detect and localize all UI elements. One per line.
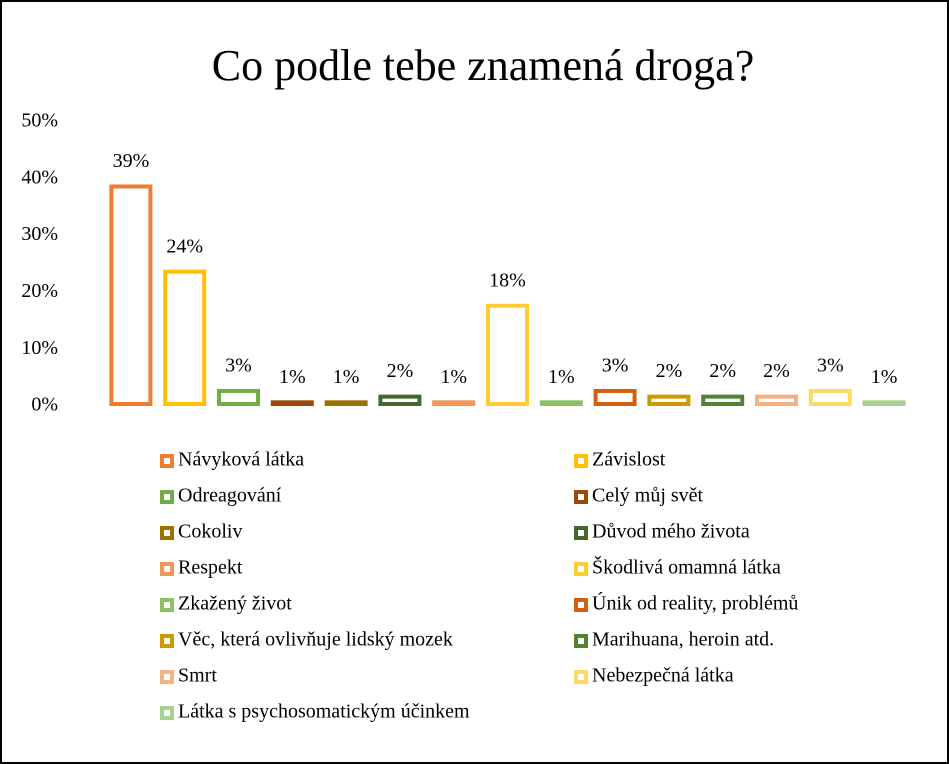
bar: [862, 400, 906, 407]
bar: [270, 400, 314, 407]
legend-label: Marihuana, heroin atd.: [592, 629, 774, 651]
legend-label: Škodlivá omamná látka: [592, 555, 781, 579]
chart-title: Co podle tebe znamená droga?: [212, 41, 754, 90]
legend-label: Cokoliv: [178, 521, 242, 543]
data-label: 24%: [166, 235, 203, 257]
legend-marker: [574, 598, 588, 612]
bar: [701, 394, 745, 407]
bar: [324, 400, 368, 407]
legend-label: Odreagování: [178, 485, 282, 507]
legend-label: Únik od reality, problémů: [592, 591, 798, 615]
legend-marker: [574, 562, 588, 576]
data-label: 3%: [817, 355, 844, 377]
legend-marker: [160, 454, 174, 468]
legend-label: Návyková látka: [178, 449, 304, 471]
legend-marker: [160, 670, 174, 684]
y-tick-label: 20%: [21, 280, 58, 302]
bar: [647, 394, 691, 407]
legend-label: Důvod mého života: [592, 521, 750, 543]
data-label: 3%: [225, 355, 252, 377]
data-label: 2%: [656, 360, 683, 382]
bar: [593, 388, 637, 406]
data-label: 1%: [548, 366, 575, 388]
legend-label: Zkažený život: [178, 593, 292, 615]
bar: [378, 394, 422, 407]
legend-label: Nebezpečná látka: [592, 665, 734, 687]
bar: [109, 184, 153, 406]
legend-marker: [574, 454, 588, 468]
data-label: 39%: [113, 150, 150, 172]
legend-label: Celý můj svět: [592, 485, 704, 507]
data-label: 18%: [489, 269, 526, 291]
legend-marker: [160, 562, 174, 576]
legend-marker: [574, 670, 588, 684]
y-tick-label: 0%: [31, 394, 58, 416]
bar: [217, 388, 260, 406]
data-label: 1%: [279, 366, 306, 388]
legend-label: Závislost: [592, 449, 666, 471]
legend-label: Látka s psychosomatickým účinkem: [178, 701, 470, 723]
legend-label: Respekt: [178, 557, 243, 579]
legend-marker: [574, 634, 588, 648]
legend-marker: [160, 598, 174, 612]
y-tick-label: 50%: [21, 110, 58, 132]
bar: [539, 400, 583, 407]
y-tick-label: 30%: [21, 223, 58, 245]
y-tick-label: 10%: [21, 337, 58, 359]
data-label: 3%: [602, 355, 629, 377]
legend-marker: [160, 526, 174, 540]
bar: [432, 400, 476, 407]
legend-marker: [574, 490, 588, 504]
bar: [486, 303, 529, 407]
data-label: 2%: [709, 360, 736, 382]
legend-marker: [160, 706, 174, 720]
bar: [163, 269, 207, 406]
y-tick-label: 40%: [21, 166, 58, 188]
data-label: 2%: [763, 360, 790, 382]
legend-marker: [160, 634, 174, 648]
legend-label: Věc, která ovlivňuje lidský mozek: [178, 629, 453, 651]
legend-marker: [160, 490, 174, 504]
data-label: 2%: [387, 360, 414, 382]
bar: [808, 388, 852, 406]
legend-label: Smrt: [178, 665, 217, 687]
data-label: 1%: [871, 366, 898, 388]
legend-marker: [574, 526, 588, 540]
data-label: 1%: [333, 366, 360, 388]
data-label: 1%: [440, 366, 467, 388]
bar: [755, 394, 798, 407]
